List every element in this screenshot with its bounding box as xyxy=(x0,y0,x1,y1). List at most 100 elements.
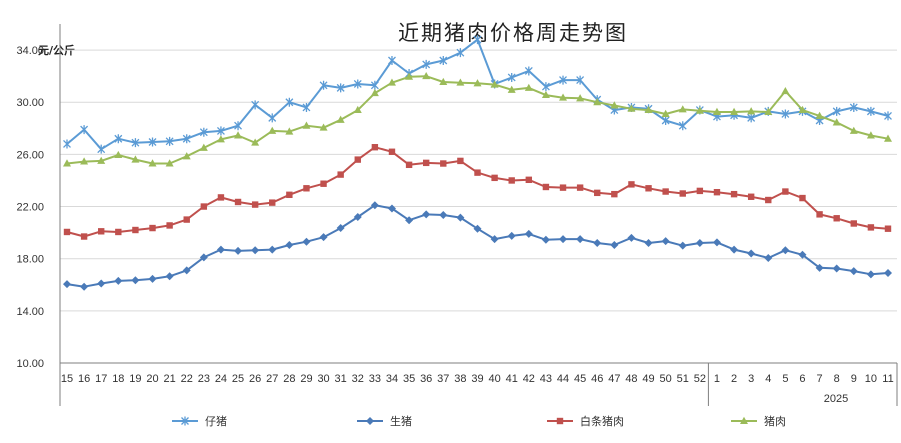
x-tick-label: 4 xyxy=(765,373,771,385)
series-line xyxy=(66,146,889,238)
series-1 xyxy=(63,35,892,154)
x-tick-label: 42 xyxy=(523,373,535,385)
series-3 xyxy=(63,144,892,240)
data-point xyxy=(234,131,243,139)
data-point xyxy=(559,93,568,101)
data-point xyxy=(217,194,225,201)
x-tick-label: 9 xyxy=(851,373,857,385)
data-point xyxy=(456,78,465,86)
data-point xyxy=(336,83,345,93)
data-point xyxy=(712,238,721,247)
data-point xyxy=(730,245,739,254)
plot-area xyxy=(63,35,892,291)
data-point xyxy=(815,263,824,272)
x-tick-label: 2 xyxy=(731,373,737,385)
data-point xyxy=(63,159,71,167)
y-axis-label: 元/公斤 xyxy=(38,43,75,57)
x-tick-label: 41 xyxy=(506,373,518,385)
data-point xyxy=(285,97,294,107)
legend-marker xyxy=(556,417,564,425)
data-point xyxy=(251,138,260,146)
data-point xyxy=(661,237,670,246)
data-point xyxy=(319,80,328,90)
x-tick-label: 5 xyxy=(782,373,788,385)
legend-item: 白条猪肉 xyxy=(547,414,624,428)
data-point xyxy=(798,250,807,259)
x-tick-label: 34 xyxy=(386,373,398,385)
data-point xyxy=(63,280,71,289)
y-tick-labels: 10.00 14.00 18.00 22.00 26.00 30.00 34.00 xyxy=(16,45,44,370)
data-point xyxy=(662,188,669,195)
data-point xyxy=(524,83,533,91)
x-tick-label: 7 xyxy=(817,373,823,385)
data-point xyxy=(473,224,482,233)
legend-label: 猪肉 xyxy=(764,415,786,428)
data-point xyxy=(131,155,140,163)
data-point xyxy=(251,100,260,110)
data-point xyxy=(507,85,516,93)
data-point xyxy=(576,235,585,244)
data-point xyxy=(473,35,482,45)
data-point xyxy=(628,181,635,188)
legend: 仔猪 生猪 白条猪肉 猪肉 xyxy=(172,414,786,428)
data-point xyxy=(319,123,328,131)
data-point xyxy=(457,157,464,165)
data-point xyxy=(370,80,379,90)
data-point xyxy=(765,196,772,204)
data-point xyxy=(849,126,858,134)
data-point xyxy=(114,150,123,159)
data-point xyxy=(781,109,790,119)
data-point xyxy=(747,113,756,123)
data-point xyxy=(610,101,619,109)
data-point xyxy=(884,269,892,278)
data-point xyxy=(302,102,311,112)
data-point xyxy=(850,220,857,227)
data-point xyxy=(80,157,89,165)
data-point xyxy=(644,105,653,114)
data-point xyxy=(234,246,243,255)
x-tick-label: 1 xyxy=(714,373,720,385)
data-point xyxy=(644,239,653,248)
data-point xyxy=(627,233,636,242)
legend-label: 仔猪 xyxy=(205,415,227,428)
data-point xyxy=(286,191,293,199)
data-point xyxy=(866,270,875,279)
year-group-label: 2025 xyxy=(824,393,848,405)
x-tick-label: 28 xyxy=(283,373,295,385)
data-point xyxy=(98,228,105,235)
data-point xyxy=(781,246,790,255)
series-2 xyxy=(63,201,892,291)
legend-item: 猪肉 xyxy=(731,415,786,428)
data-point xyxy=(559,75,567,85)
legend-label: 白条猪肉 xyxy=(580,414,624,428)
chart-title: 近期猪肉价格周走势图 xyxy=(398,21,628,45)
data-point xyxy=(165,272,174,281)
data-point xyxy=(302,237,311,246)
x-tick-label: 39 xyxy=(471,373,483,385)
data-point xyxy=(336,224,345,233)
data-point xyxy=(80,125,89,135)
data-point xyxy=(268,113,277,123)
data-point xyxy=(148,159,157,167)
data-point xyxy=(285,241,294,250)
data-point xyxy=(422,210,431,219)
x-tick-label: 22 xyxy=(181,373,193,385)
data-point xyxy=(559,235,568,244)
data-point xyxy=(353,105,362,114)
data-point xyxy=(611,190,618,198)
data-point xyxy=(148,274,157,283)
y-tick-label: 18.00 xyxy=(16,254,44,266)
data-point xyxy=(473,79,482,87)
x-tick-labels: 15 16 17 18 19 20 21 22 23 24 25 26 27 28 29 30 31 32 33 34… xyxy=(61,373,894,385)
data-point xyxy=(370,201,379,210)
data-point xyxy=(849,267,858,276)
x-tick-label: 49 xyxy=(642,373,654,385)
x-tick-label: 38 xyxy=(454,373,466,385)
data-point xyxy=(97,144,106,154)
data-point xyxy=(747,249,756,258)
data-point xyxy=(832,264,841,273)
data-point xyxy=(594,189,601,197)
x-tick-label: 45 xyxy=(574,373,586,385)
data-point xyxy=(199,253,208,262)
y-tick-label: 26.00 xyxy=(16,149,44,161)
